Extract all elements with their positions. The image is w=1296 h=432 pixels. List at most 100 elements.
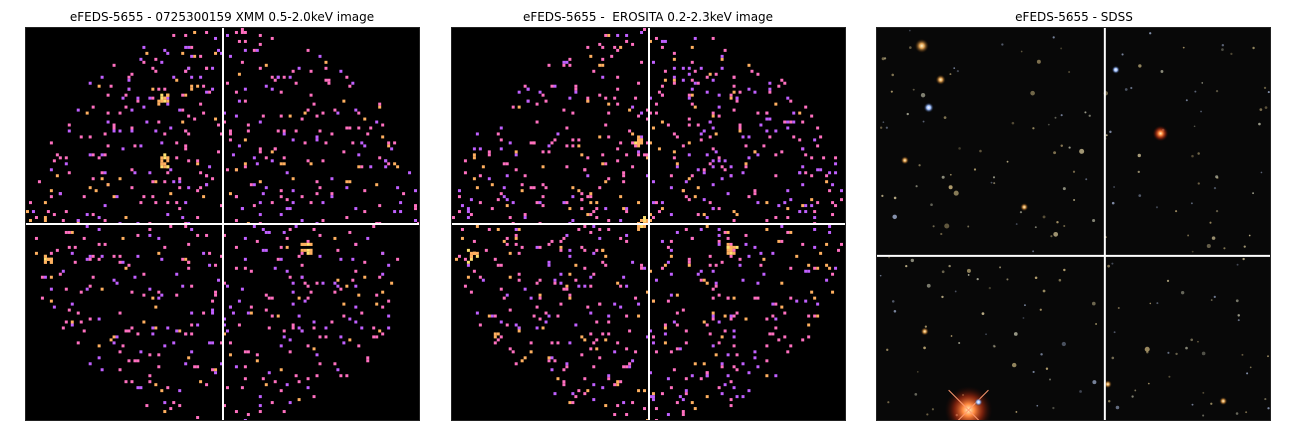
faint-source <box>1073 198 1076 202</box>
photon-count-pixel <box>547 263 551 267</box>
photon-count-pixel <box>76 311 80 315</box>
photon-count-pixel <box>178 177 182 181</box>
photon-count-pixel <box>121 236 125 240</box>
photon-count-pixel <box>628 365 632 369</box>
photon-count-pixel <box>559 272 563 276</box>
photon-count-pixel <box>118 129 122 133</box>
photon-count-pixel <box>672 150 676 154</box>
photon-count-pixel <box>810 174 814 178</box>
photon-count-pixel <box>720 177 724 181</box>
faint-source <box>1011 121 1015 125</box>
faint-source <box>923 346 926 350</box>
photon-count-pixel <box>616 383 620 387</box>
photon-count-pixel <box>687 123 691 127</box>
photon-count-pixel <box>279 257 283 261</box>
photon-count-pixel <box>333 290 337 294</box>
photon-count-pixel <box>813 245 817 249</box>
photon-count-pixel <box>741 171 745 175</box>
photon-count-pixel <box>297 398 301 402</box>
photon-count-pixel <box>205 233 209 237</box>
photon-count-pixel <box>187 242 191 246</box>
source-cluster-pixel <box>472 251 476 255</box>
photon-count-pixel <box>825 174 829 178</box>
photon-count-pixel <box>508 347 512 351</box>
photon-count-pixel <box>211 308 215 312</box>
faint-source <box>1267 91 1270 94</box>
photon-count-pixel <box>457 195 461 199</box>
photon-count-pixel <box>187 45 191 49</box>
photon-count-pixel <box>771 332 775 336</box>
photon-count-pixel <box>756 365 760 369</box>
photon-count-pixel <box>291 302 295 306</box>
faint-source <box>1060 114 1063 117</box>
photon-count-pixel <box>303 111 307 115</box>
photon-count-pixel <box>592 210 596 214</box>
photon-count-pixel <box>663 39 667 43</box>
photon-count-pixel <box>714 353 718 357</box>
faint-source <box>966 268 971 273</box>
photon-count-pixel <box>634 350 638 354</box>
photon-count-pixel <box>246 311 250 315</box>
photon-count-pixel <box>243 350 247 354</box>
photon-count-pixel <box>592 365 596 369</box>
photon-count-pixel <box>472 239 476 243</box>
photon-count-pixel <box>819 251 823 255</box>
photon-count-pixel <box>771 314 775 318</box>
faint-source <box>1049 378 1052 381</box>
photon-count-pixel <box>765 219 769 223</box>
faint-source <box>1175 352 1178 356</box>
photon-count-pixel <box>687 153 691 157</box>
faint-source <box>1147 382 1150 385</box>
photon-count-pixel <box>130 168 134 172</box>
photon-count-pixel <box>589 275 593 279</box>
photon-count-pixel <box>181 216 185 220</box>
photon-count-pixel <box>49 189 53 193</box>
photon-count-pixel <box>651 392 655 396</box>
photon-count-pixel <box>807 335 811 339</box>
faint-source <box>1245 411 1248 414</box>
faint-source <box>1200 110 1202 113</box>
photon-count-pixel <box>804 171 808 175</box>
photon-count-pixel <box>454 257 458 261</box>
photon-count-pixel <box>342 341 346 345</box>
faint-source <box>1137 170 1140 174</box>
photon-count-pixel <box>580 335 584 339</box>
photon-count-pixel <box>717 207 721 211</box>
photon-count-pixel <box>831 272 835 276</box>
photon-count-pixel <box>157 251 161 255</box>
faint-source <box>1191 250 1194 253</box>
photon-count-pixel <box>541 204 545 208</box>
photon-count-pixel <box>687 96 691 100</box>
photon-count-pixel <box>354 207 358 211</box>
photon-count-pixel <box>136 99 140 103</box>
photon-count-pixel <box>300 263 304 267</box>
photon-count-pixel <box>654 407 658 411</box>
photon-count-pixel <box>306 239 310 243</box>
photon-count-pixel <box>240 60 244 64</box>
photon-count-pixel <box>520 183 524 187</box>
source-cluster-pixel <box>160 99 164 103</box>
photon-count-pixel <box>613 413 617 417</box>
faint-source <box>912 88 915 91</box>
faint-source <box>1092 218 1096 223</box>
source-cluster-pixel <box>160 165 164 169</box>
photon-count-pixel <box>148 96 152 100</box>
photon-count-pixel <box>187 260 191 264</box>
photon-count-pixel <box>825 263 829 267</box>
source-cluster-pixel <box>637 227 641 231</box>
photon-count-pixel <box>711 183 715 187</box>
photon-count-pixel <box>312 102 316 106</box>
photon-count-pixel <box>205 30 209 34</box>
photon-count-pixel <box>577 189 581 193</box>
photon-count-pixel <box>217 278 221 282</box>
photon-count-pixel <box>261 248 265 252</box>
photon-count-pixel <box>598 93 602 97</box>
photon-count-pixel <box>178 186 182 190</box>
faint-source <box>891 73 894 77</box>
photon-count-pixel <box>699 377 703 381</box>
photon-count-pixel <box>333 362 337 366</box>
photon-count-pixel <box>121 96 125 100</box>
photon-count-pixel <box>565 126 569 130</box>
photon-count-pixel <box>64 320 68 324</box>
photon-count-pixel <box>475 224 479 228</box>
